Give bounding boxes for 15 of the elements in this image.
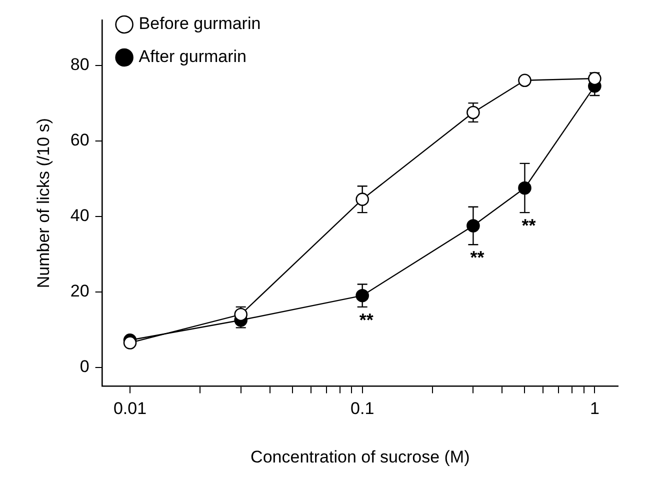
annotation: ** <box>470 248 484 268</box>
x-tick-label: 1 <box>590 399 600 418</box>
y-tick-label: 40 <box>70 206 90 225</box>
annotation: ** <box>359 310 374 330</box>
legend-label: Before gurmarin <box>138 14 261 34</box>
y-axis-title: Number of licks (/10 s) <box>34 118 53 288</box>
annotation: ** <box>522 216 536 236</box>
x-axis-title: Concentration of sucrose (M) <box>250 447 470 466</box>
legend-label: After gurmarin <box>138 47 247 66</box>
y-tick-label: 60 <box>70 130 90 150</box>
x-tick-label: 0.1 <box>350 399 374 418</box>
y-tick-label: 80 <box>70 54 90 74</box>
y-tick-label: 20 <box>70 282 90 301</box>
x-tick-label: 0.01 <box>113 399 147 418</box>
y-tick-label: 0 <box>80 357 90 376</box>
